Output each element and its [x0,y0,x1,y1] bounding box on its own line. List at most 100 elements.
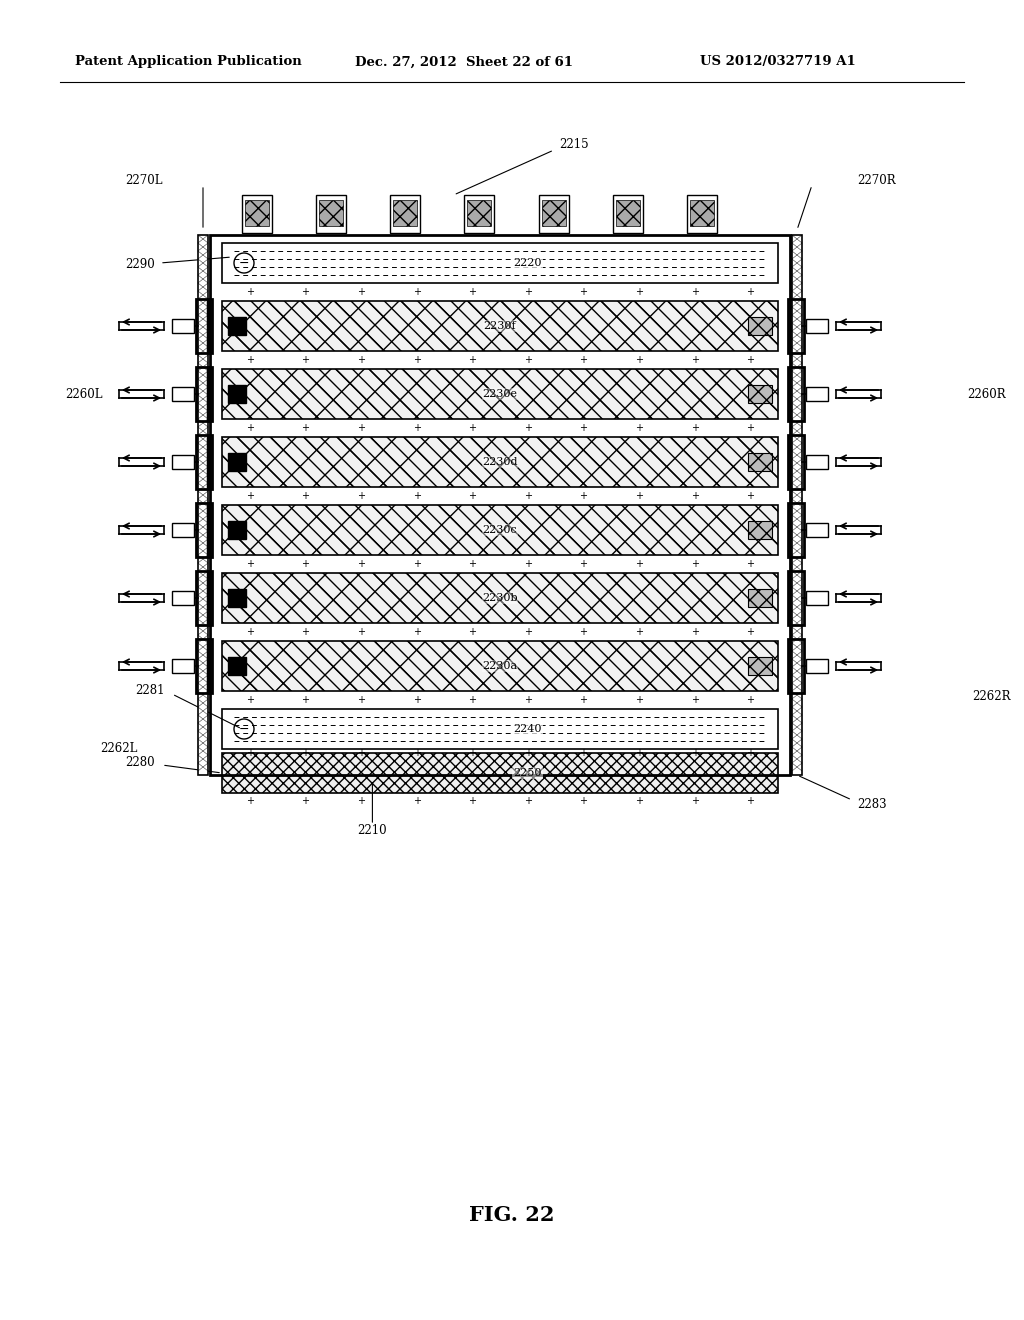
Text: +: + [635,796,643,807]
Bar [467,201,492,226]
Text: +: + [635,422,643,433]
Text: 2260L: 2260L [66,388,103,400]
Bar [222,709,778,748]
Bar [788,367,804,421]
Text: +: + [246,558,254,569]
Text: 2250: 2250 [514,768,542,777]
Bar [172,659,194,673]
Bar [210,235,790,775]
Bar [222,437,778,487]
Text: +: + [413,422,421,433]
Text: +: + [524,696,531,705]
Text: +: + [690,422,698,433]
Text: +: + [746,422,755,433]
Text: +: + [690,627,698,638]
Bar [196,572,212,624]
Bar [806,455,828,469]
Bar [748,317,772,335]
Text: +: + [246,796,254,807]
Bar [228,657,246,675]
Text: +: + [746,748,755,758]
Bar [390,195,420,234]
Text: +: + [301,696,309,705]
Bar [228,317,246,335]
Bar [222,370,778,418]
Bar [788,639,804,693]
Text: +: + [246,748,254,758]
Text: +: + [413,491,421,502]
Text: +: + [357,491,365,502]
Text: +: + [690,355,698,366]
Text: +: + [357,422,365,433]
Text: +: + [301,355,309,366]
Bar [806,387,828,401]
Text: +: + [468,491,476,502]
Text: +: + [524,355,531,366]
Text: +: + [524,286,531,297]
Text: +: + [690,558,698,569]
Bar [615,201,640,226]
Text: 2220: 2220 [514,257,542,268]
Text: +: + [413,286,421,297]
Text: +: + [580,696,588,705]
Text: +: + [246,422,254,433]
Bar [788,300,804,352]
Text: +: + [635,696,643,705]
Bar [222,642,778,690]
Text: +: + [746,558,755,569]
Text: +: + [468,558,476,569]
Text: 2210: 2210 [357,824,387,837]
Text: 2270R: 2270R [857,173,896,186]
Text: +: + [690,696,698,705]
Text: +: + [580,748,588,758]
Text: US 2012/0327719 A1: US 2012/0327719 A1 [700,55,856,69]
Bar [222,506,778,554]
Bar [319,201,343,226]
Bar [788,503,804,557]
Text: +: + [413,696,421,705]
Text: +: + [413,355,421,366]
Bar [806,659,828,673]
Bar [196,639,212,693]
Text: 2262R: 2262R [972,689,1011,702]
Bar [222,642,778,690]
Bar [222,752,778,793]
Bar [806,523,828,537]
Text: +: + [690,796,698,807]
Text: +: + [690,748,698,758]
Bar [748,385,772,403]
Bar [748,589,772,607]
Bar [228,453,246,471]
Text: +: + [635,491,643,502]
Text: +: + [468,796,476,807]
Text: +: + [580,558,588,569]
Bar [788,436,804,488]
Text: Dec. 27, 2012  Sheet 22 of 61: Dec. 27, 2012 Sheet 22 of 61 [355,55,573,69]
Text: +: + [301,286,309,297]
Text: Patent Application Publication: Patent Application Publication [75,55,302,69]
Text: +: + [357,696,365,705]
Text: +: + [524,491,531,502]
Bar [228,589,246,607]
Bar [172,319,194,333]
Text: −: − [239,256,249,269]
Bar [222,370,778,418]
Text: +: + [746,627,755,638]
Text: +: + [635,627,643,638]
Bar [222,573,778,623]
Text: +: + [357,627,365,638]
Text: +: + [413,558,421,569]
Text: +: + [635,355,643,366]
Bar [222,506,778,554]
Text: +: + [246,491,254,502]
Text: 2281: 2281 [135,685,165,697]
Bar [222,243,778,282]
Text: FIG. 22: FIG. 22 [469,1205,555,1225]
Bar [196,436,212,488]
Text: 2230f: 2230f [483,321,516,331]
Text: +: + [357,355,365,366]
Bar [245,201,269,226]
Bar [196,367,212,421]
Bar [242,195,272,234]
Text: +: + [635,286,643,297]
